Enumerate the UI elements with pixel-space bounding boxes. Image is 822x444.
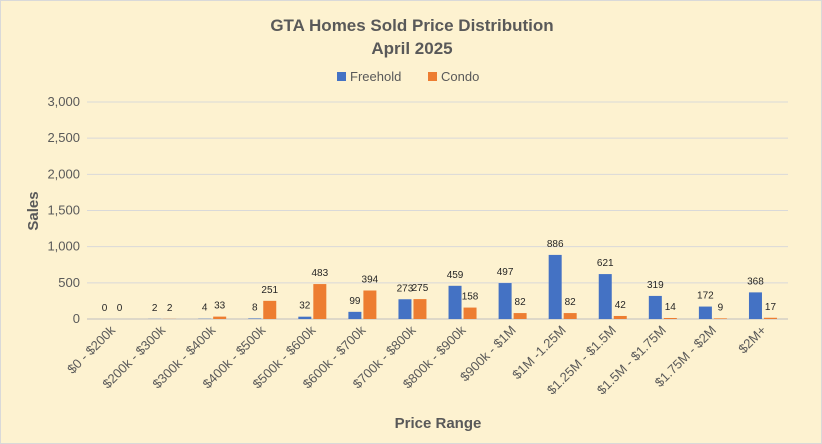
gridlines — [87, 101, 788, 320]
bar-freehold-6 — [398, 299, 412, 319]
data-label-freehold-10: 621 — [597, 258, 614, 269]
data-label-condo-8: 82 — [515, 297, 527, 308]
bar-freehold-3 — [248, 318, 262, 319]
data-label-condo-6: 275 — [412, 283, 429, 294]
y-tick-label: 500 — [58, 275, 80, 290]
data-label-freehold-2: 4 — [202, 303, 208, 314]
bar-condo-6 — [413, 299, 427, 319]
data-label-freehold-9: 886 — [547, 239, 564, 250]
bar-freehold-12 — [698, 306, 712, 319]
bar-freehold-13 — [748, 292, 762, 319]
y-tick-label: 1,000 — [47, 239, 80, 254]
legend-label-freehold: Freehold — [350, 69, 401, 84]
legend-swatch-freehold — [337, 72, 346, 81]
data-label-condo-4: 483 — [311, 268, 328, 279]
data-label-freehold-1: 2 — [152, 303, 158, 314]
bar-condo-12 — [713, 318, 727, 319]
data-label-freehold-7: 459 — [447, 270, 464, 281]
data-label-condo-9: 82 — [565, 297, 577, 308]
data-label-freehold-11: 319 — [647, 280, 664, 291]
bar-condo-5 — [363, 290, 377, 319]
bar-condo-9 — [563, 313, 577, 319]
data-label-freehold-6: 273 — [397, 283, 414, 294]
x-axis-title: Price Range — [395, 415, 482, 432]
y-axis-title: Sales — [25, 191, 42, 230]
data-label-condo-5: 394 — [362, 275, 379, 286]
bars — [148, 254, 777, 319]
y-tick-label: 2,500 — [47, 130, 80, 145]
data-label-freehold-4: 32 — [299, 301, 311, 312]
data-label-condo-3: 251 — [261, 285, 278, 296]
legend-swatch-condo — [428, 72, 437, 81]
data-label-freehold-13: 368 — [747, 276, 764, 287]
legend: Freehold Condo — [337, 69, 479, 84]
data-label-condo-0: 0 — [117, 303, 123, 314]
y-axis-ticks: 0 500 1,000 1,500 2,000 2,500 3,000 — [47, 94, 80, 326]
data-label-freehold-12: 172 — [697, 291, 714, 302]
data-label-condo-12: 9 — [718, 302, 724, 313]
data-label-condo-11: 14 — [665, 302, 677, 313]
chart-title: GTA Homes Sold Price Distribution — [270, 16, 553, 35]
data-label-freehold-8: 497 — [497, 267, 514, 278]
data-label-condo-13: 17 — [765, 302, 777, 313]
bar-condo-8 — [513, 313, 527, 319]
bar-condo-13 — [763, 317, 777, 319]
y-tick-label: 3,000 — [47, 94, 80, 109]
data-label-freehold-0: 0 — [102, 303, 108, 314]
legend-label-condo: Condo — [441, 69, 479, 84]
bar-freehold-4 — [298, 316, 312, 319]
bar-condo-3 — [263, 300, 277, 319]
bar-freehold-8 — [498, 283, 512, 319]
bar-condo-11 — [663, 317, 677, 319]
bar-freehold-9 — [548, 254, 562, 319]
data-label-freehold-5: 99 — [349, 296, 361, 307]
y-tick-label: 2,000 — [47, 166, 80, 181]
chart-subtitle: April 2025 — [371, 39, 452, 58]
data-label-condo-2: 33 — [214, 301, 226, 312]
data-label-condo-1: 2 — [167, 303, 173, 314]
bar-freehold-11 — [648, 295, 662, 319]
data-label-freehold-3: 8 — [252, 302, 258, 313]
data-label-condo-7: 158 — [462, 292, 479, 303]
bar-freehold-7 — [448, 285, 462, 319]
y-tick-label: 0 — [73, 311, 80, 326]
bar-condo-7 — [463, 307, 477, 319]
x-tick-label: $2M+ — [735, 323, 769, 357]
x-axis-ticks: $0 - $200k$200k - $300k$300k - $400k$400… — [64, 322, 769, 397]
bar-freehold-5 — [348, 311, 362, 319]
bar-condo-10 — [613, 315, 627, 319]
bar-freehold-10 — [598, 274, 612, 319]
y-tick-label: 1,500 — [47, 203, 80, 218]
bar-condo-4 — [313, 284, 327, 319]
data-label-condo-10: 42 — [615, 300, 627, 311]
bar-condo-2 — [213, 316, 227, 319]
